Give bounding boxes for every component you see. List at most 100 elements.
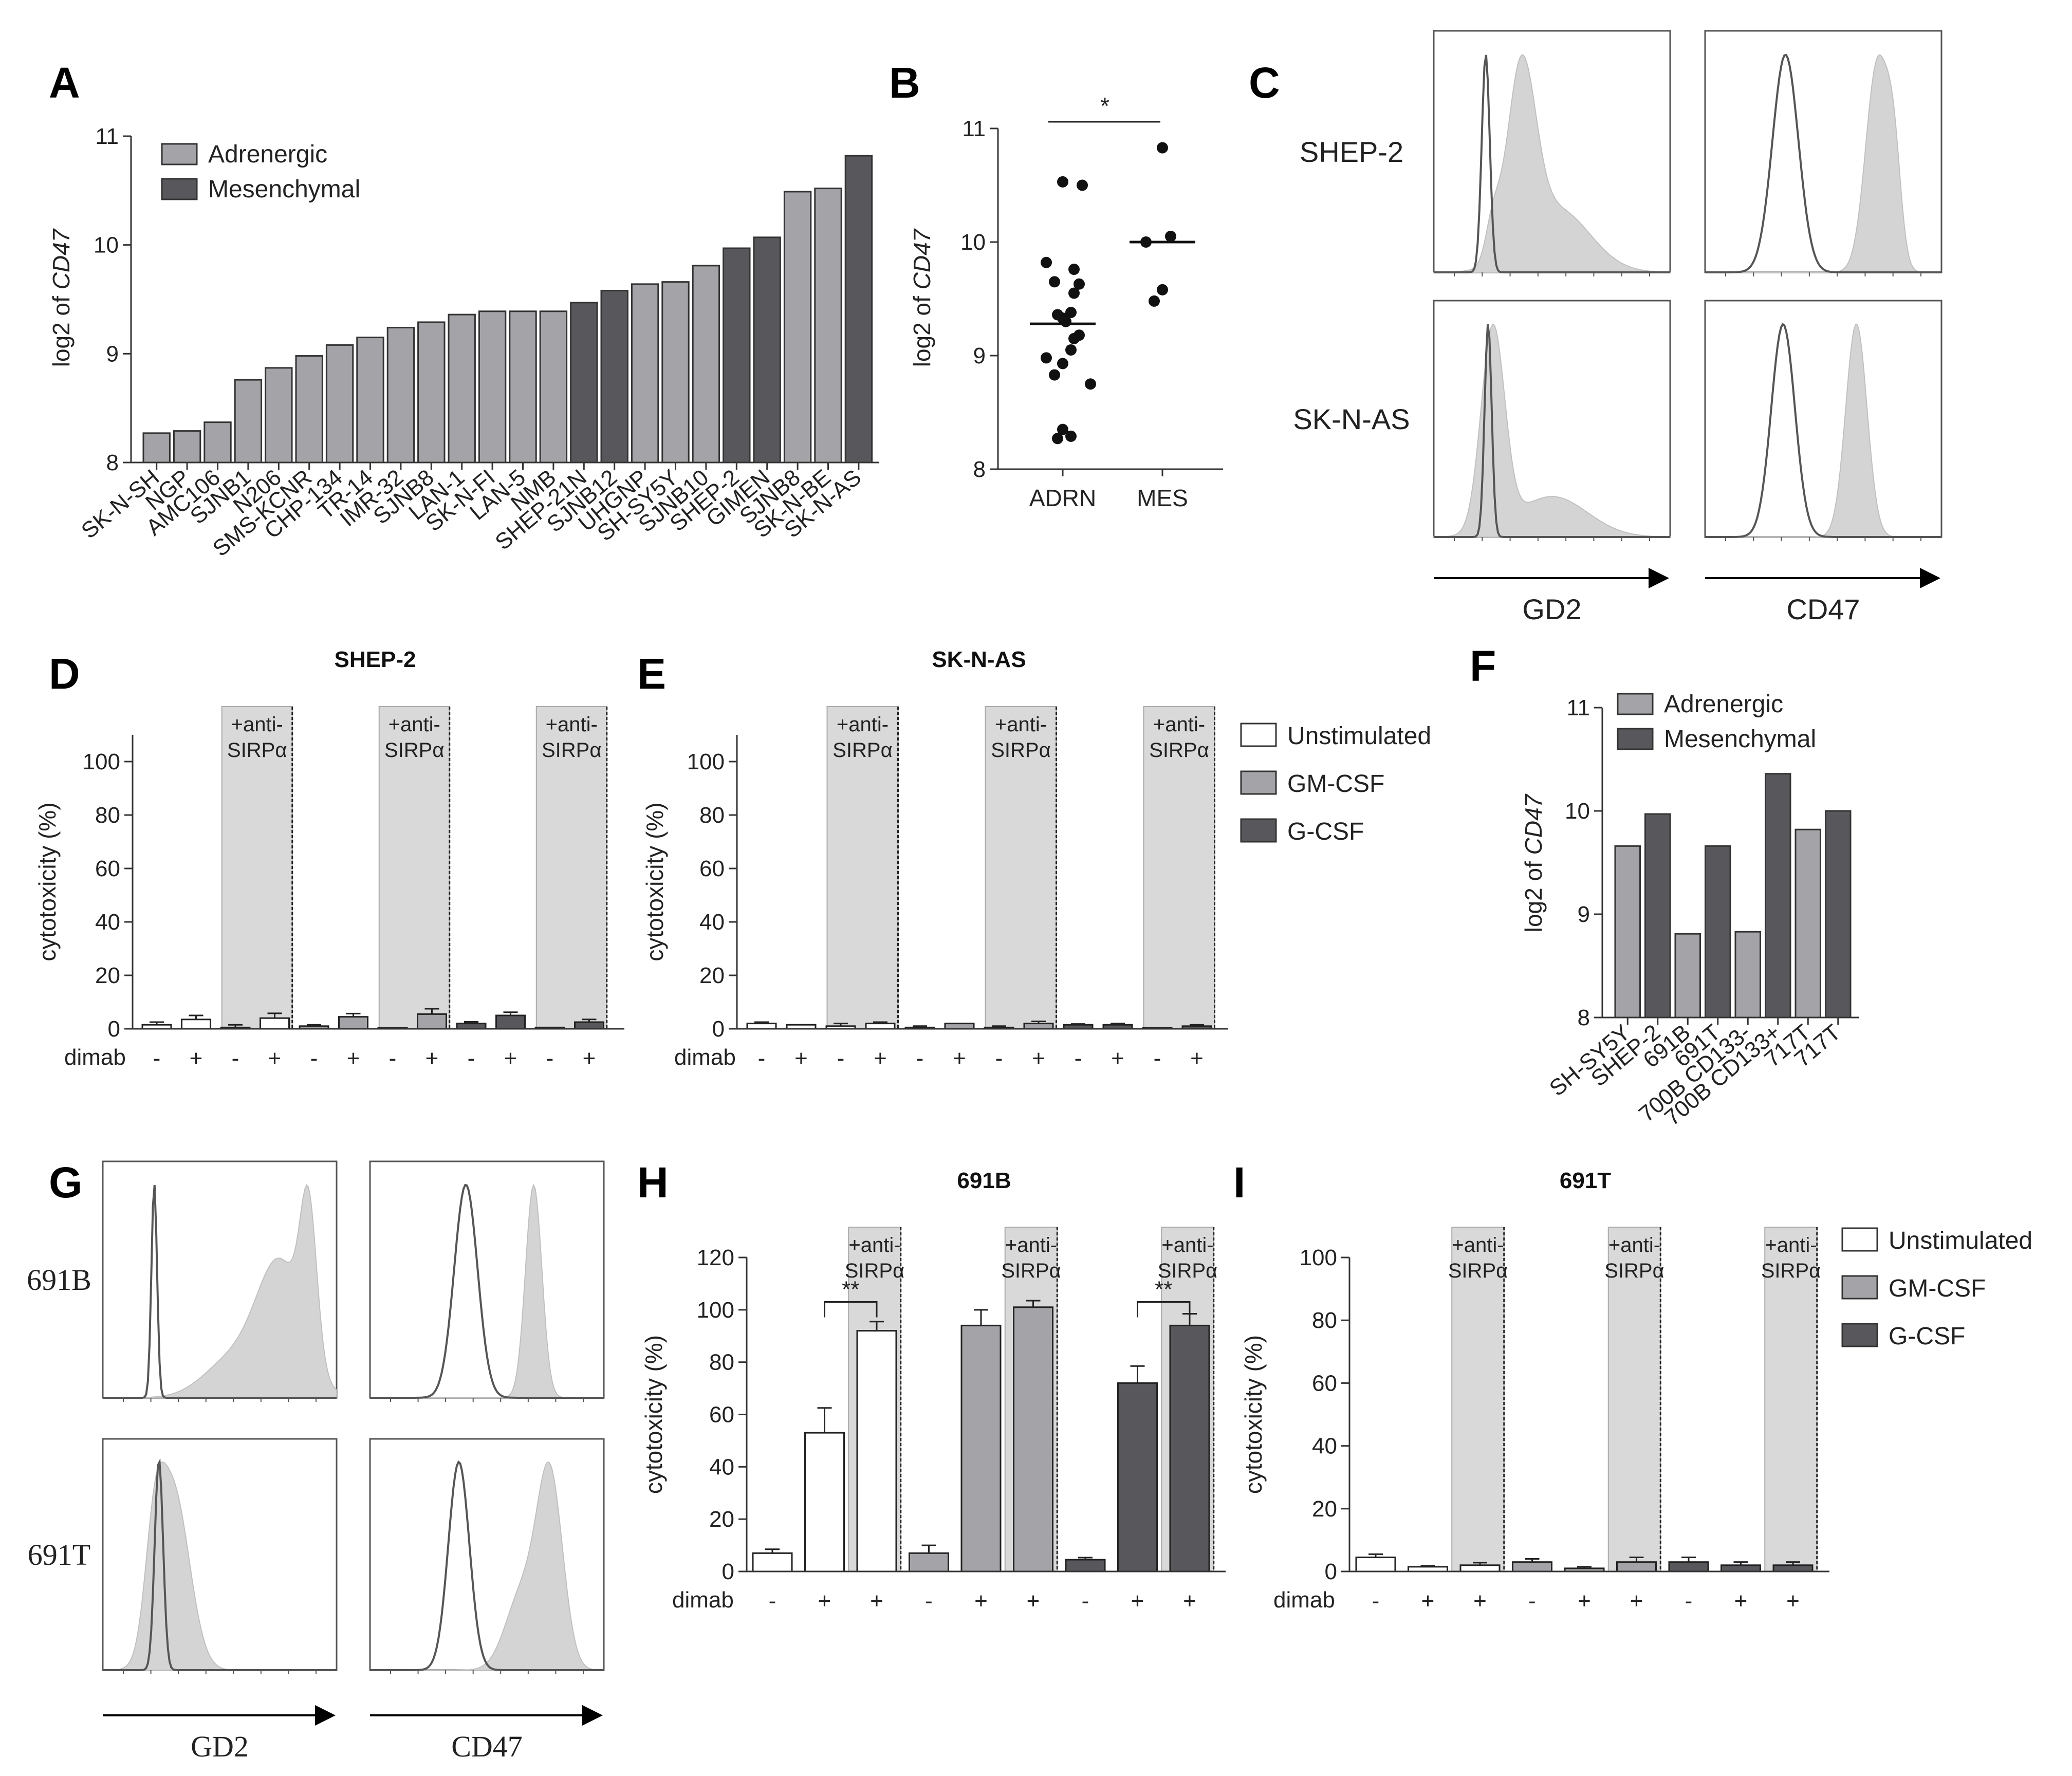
y-tick-label: 100 xyxy=(1300,1245,1337,1270)
chart-title: SHEP-2 xyxy=(335,647,416,672)
dimab-sign: + xyxy=(1131,1588,1144,1614)
dimab-sign: + xyxy=(425,1046,439,1071)
dimab-sign: + xyxy=(1027,1588,1040,1614)
legend-label: GM-CSF xyxy=(1287,770,1384,798)
data-point xyxy=(1057,423,1068,435)
region-label-line1: +anti- xyxy=(1161,1234,1213,1256)
dimab-sign: - xyxy=(1685,1588,1693,1614)
bar xyxy=(495,1014,526,1030)
bar xyxy=(1668,1561,1709,1572)
y-tick-label: 60 xyxy=(699,856,725,881)
y-tick-label: 8 xyxy=(106,450,119,475)
dimab-sign: + xyxy=(1190,1046,1204,1071)
dimab-sign: - xyxy=(1154,1046,1161,1071)
bar xyxy=(944,1023,975,1030)
y-tick-label: 20 xyxy=(95,963,120,988)
y-tick-label: 100 xyxy=(687,749,725,774)
bar xyxy=(456,1023,487,1030)
bar xyxy=(631,283,659,464)
dimab-sign: - xyxy=(769,1588,776,1614)
dimab-sign: - xyxy=(916,1046,924,1071)
data-point xyxy=(1077,179,1088,191)
bar xyxy=(1674,933,1701,1019)
legend-label: GM-CSF xyxy=(1889,1275,1986,1302)
y-tick-label: 9 xyxy=(1578,902,1590,927)
panel-label-b: B xyxy=(889,59,920,107)
ylabel-gene: CD47 xyxy=(48,228,75,289)
y-axis-label: cytotoxicity (%) xyxy=(1240,1335,1267,1494)
dimab-sign: - xyxy=(925,1588,933,1614)
dimab-sign: + xyxy=(794,1046,808,1071)
dimab-sign: + xyxy=(1111,1046,1124,1071)
y-axis-label: log2 of CD47 xyxy=(909,228,935,367)
bar xyxy=(814,188,842,464)
legend-label: G-CSF xyxy=(1287,818,1364,845)
y-tick-label: 11 xyxy=(1566,695,1590,720)
data-point xyxy=(1065,430,1077,442)
ylabel-prefix: cytotoxicity (%) xyxy=(641,802,668,961)
bar xyxy=(1355,1557,1396,1572)
y-axis-label: cytotoxicity (%) xyxy=(34,802,61,961)
bar xyxy=(909,1552,949,1572)
isotype-histogram xyxy=(1705,322,1941,538)
chart-title: SK-N-AS xyxy=(932,647,1026,672)
bar xyxy=(1616,1561,1657,1572)
bar xyxy=(1705,845,1731,1019)
dimab-sign: + xyxy=(347,1046,360,1071)
y-tick-label: 20 xyxy=(699,963,725,988)
bar xyxy=(509,310,537,464)
region-label-line1: +anti- xyxy=(231,713,283,736)
y-tick-label: 0 xyxy=(1325,1559,1337,1584)
bar xyxy=(338,1016,368,1030)
bar xyxy=(356,337,384,464)
y-tick-label: 10 xyxy=(94,233,119,258)
dimab-row-label: dimab xyxy=(1273,1587,1335,1613)
legend-label: Adrenergic xyxy=(208,141,327,168)
dimab-sign: + xyxy=(1630,1588,1643,1614)
dimab-sign: + xyxy=(268,1046,282,1071)
dimab-sign: + xyxy=(1421,1588,1435,1614)
y-axis-label: cytotoxicity (%) xyxy=(640,1335,667,1494)
isotype-histogram xyxy=(370,1460,604,1671)
row-label: SHEP-2 xyxy=(1300,136,1403,168)
dimab-sign: + xyxy=(974,1588,988,1614)
y-tick-label: 100 xyxy=(83,749,120,774)
data-point xyxy=(1041,256,1052,268)
bar xyxy=(960,1324,1002,1572)
bar xyxy=(1614,845,1641,1019)
ylabel-prefix: log2 of xyxy=(1520,855,1547,932)
region-label-line2: SIRPα xyxy=(832,739,892,762)
bar xyxy=(804,1432,845,1572)
data-point xyxy=(1085,378,1096,390)
legend-swatch xyxy=(1841,1227,1878,1252)
y-tick-label: 8 xyxy=(1578,1005,1590,1030)
dimab-sign: + xyxy=(504,1046,517,1071)
panel-label-d: D xyxy=(49,650,80,698)
y-tick-label: 100 xyxy=(697,1298,734,1323)
y-tick-label: 40 xyxy=(1312,1434,1337,1459)
ylabel-gene: CD47 xyxy=(909,228,935,289)
dimab-sign: + xyxy=(953,1046,966,1071)
dimab-sign: + xyxy=(1578,1588,1591,1614)
legend-swatch xyxy=(1617,728,1654,750)
panel-label-h: H xyxy=(637,1158,669,1207)
bar xyxy=(844,155,873,464)
y-tick-label: 9 xyxy=(106,341,119,366)
dimab-sign: - xyxy=(1075,1046,1082,1071)
isotype-histogram xyxy=(1434,54,1670,273)
data-point xyxy=(1074,278,1085,290)
region-label-line1: +anti- xyxy=(546,713,598,736)
isotype-histogram xyxy=(103,1185,337,1399)
dimab-sign: - xyxy=(232,1046,239,1071)
chart-title: 691B xyxy=(957,1168,1011,1193)
data-point xyxy=(1068,264,1080,275)
legend-swatch xyxy=(1240,723,1277,747)
legend-swatch xyxy=(1240,818,1277,843)
dimab-sign: + xyxy=(818,1588,831,1614)
ylabel-prefix: log2 of xyxy=(48,289,75,367)
bar xyxy=(325,344,354,464)
bar xyxy=(478,310,507,464)
row-label: SK-N-AS xyxy=(1293,403,1410,435)
bar xyxy=(692,265,720,464)
